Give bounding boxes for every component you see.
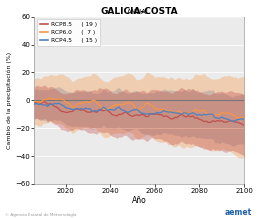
Text: © Agencia Estatal de Meteorología: © Agencia Estatal de Meteorología bbox=[5, 213, 77, 217]
Title: GALICIA-COSTA: GALICIA-COSTA bbox=[100, 7, 178, 16]
Legend: RCP8.5     ( 19 ), RCP6.0     (  7 ), RCP4.5     ( 15 ): RCP8.5 ( 19 ), RCP6.0 ( 7 ), RCP4.5 ( 15… bbox=[37, 19, 100, 46]
Text: ANUAL: ANUAL bbox=[127, 9, 151, 15]
Y-axis label: Cambio de la precipitación (%): Cambio de la precipitación (%) bbox=[7, 52, 12, 149]
X-axis label: Año: Año bbox=[132, 196, 147, 204]
Text: aemet: aemet bbox=[225, 208, 252, 217]
